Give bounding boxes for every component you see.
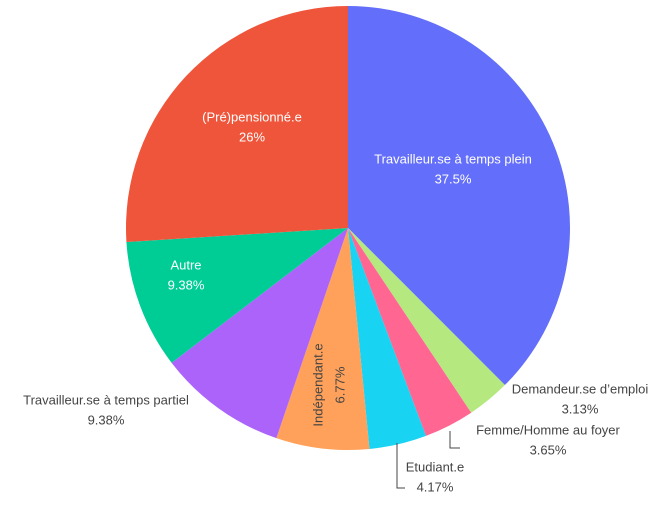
pie-slice xyxy=(126,6,348,243)
slice-label: Etudiant.e 4.17% xyxy=(406,459,465,494)
pie-slice xyxy=(348,6,570,386)
slice-name: Autre xyxy=(170,257,201,272)
slice-value: 3.13% xyxy=(562,401,599,416)
slice-name: Travailleur.se à temps plein xyxy=(374,151,532,166)
pie-slice xyxy=(276,228,370,450)
slice-value: 9.38% xyxy=(88,412,125,427)
leader-line xyxy=(396,443,405,489)
slice-value: 37.5% xyxy=(435,171,472,186)
slice-name: Demandeur.se d’emploi xyxy=(512,381,649,396)
slice-label: Demandeur.se d’emploi 3.13% xyxy=(512,381,649,416)
pie-slice xyxy=(348,228,505,413)
slice-label: Autre 9.38% xyxy=(168,257,205,292)
slice-name: (Pré)pensionné.e xyxy=(202,109,302,124)
pie-slice xyxy=(126,228,349,363)
slice-name: Etudiant.e xyxy=(406,459,465,474)
slice-label: Travailleur.se à temps plein 37.5% xyxy=(374,151,532,186)
slice-label: (Pré)pensionné.e 26% xyxy=(202,109,302,144)
slice-value: 3.65% xyxy=(530,442,567,457)
pie-slice xyxy=(171,228,348,439)
slice-value: 26% xyxy=(239,129,265,144)
slice-value: 4.17% xyxy=(417,479,454,494)
leader-line xyxy=(449,431,460,449)
slice-label: Travailleur.se à temps partiel 9.38% xyxy=(23,392,189,427)
slice-name: Indépendant.e xyxy=(310,343,325,426)
slice-label: Femme/Homme au foyer 3.65% xyxy=(476,422,620,457)
pie-slice xyxy=(348,228,472,436)
pie-slice xyxy=(348,228,426,449)
slice-value: 6.77% xyxy=(332,366,347,403)
slice-name: Femme/Homme au foyer xyxy=(476,422,620,437)
slice-value: 9.38% xyxy=(168,277,205,292)
slice-label: Indépendant.e 6.77% xyxy=(310,343,347,426)
slice-name: Travailleur.se à temps partiel xyxy=(23,392,189,407)
